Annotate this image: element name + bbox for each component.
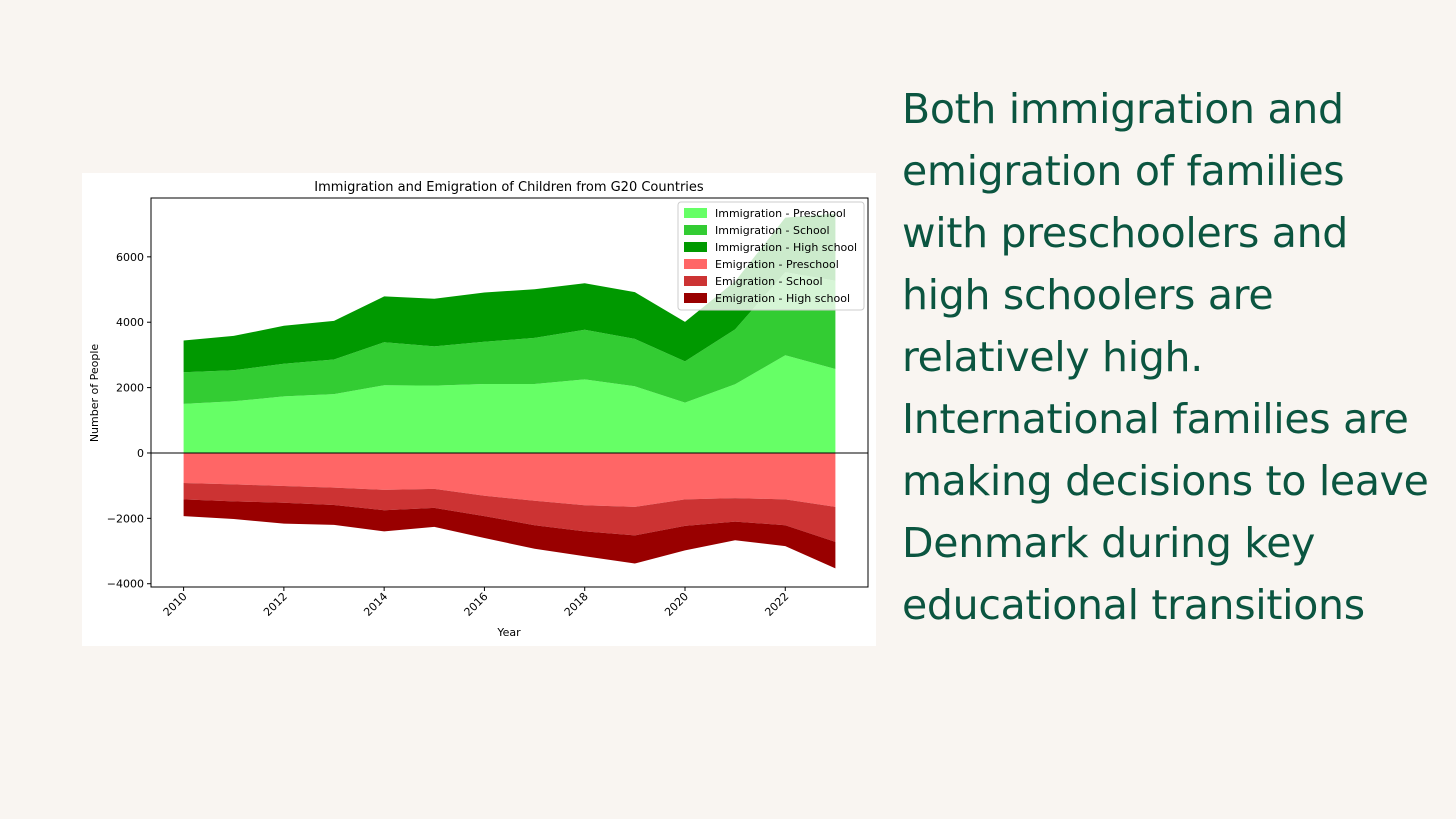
legend-swatch-emigration-preschool bbox=[684, 259, 707, 269]
x-tick-label: 2016 bbox=[462, 590, 491, 619]
legend-swatch-immigration-school bbox=[684, 225, 707, 235]
legend-swatch-emigration-high-school bbox=[684, 293, 707, 303]
x-axis-label: Year bbox=[496, 626, 521, 639]
x-tick-label: 2010 bbox=[161, 590, 190, 619]
legend-swatch-emigration-school bbox=[684, 276, 707, 286]
legend-label-immigration-school: Immigration - School bbox=[715, 224, 830, 237]
y-tick-label: 4000 bbox=[116, 316, 144, 329]
legend-swatch-immigration-high-school bbox=[684, 242, 707, 252]
legend: Immigration - Preschool Immigration - Sch… bbox=[677, 201, 865, 311]
x-tick-label: 2018 bbox=[562, 590, 591, 619]
x-tick-label: 2014 bbox=[361, 590, 390, 619]
area-emigration-preschool bbox=[183, 453, 836, 507]
x-tick-label: 2022 bbox=[762, 590, 791, 619]
slide-body-text: Both immigration and emigration of famil… bbox=[902, 85, 1429, 629]
area-immigration-high-school bbox=[183, 213, 836, 373]
plot-frame bbox=[150, 197, 869, 588]
chart-title: Immigration and Emigration of Children f… bbox=[314, 180, 704, 195]
legend-box bbox=[677, 201, 865, 311]
area-emigration-high-school bbox=[183, 499, 836, 569]
area-immigration-preschool bbox=[183, 355, 836, 453]
y-tick-label: 2000 bbox=[116, 382, 144, 395]
legend-swatch-immigration-preschool bbox=[684, 208, 707, 218]
x-tick-label: 2020 bbox=[662, 590, 691, 619]
legend-label-emigration-high-school: Emigration - High school bbox=[715, 292, 850, 305]
y-tick-label: 6000 bbox=[116, 251, 144, 264]
y-tick-label: −2000 bbox=[107, 512, 144, 525]
legend-label-immigration-preschool: Immigration - Preschool bbox=[715, 207, 846, 220]
y-tick-label: 0 bbox=[137, 447, 144, 460]
y-tick-label: −4000 bbox=[107, 578, 144, 591]
area-emigration-school bbox=[183, 483, 836, 542]
area-immigration-school bbox=[183, 272, 836, 404]
chart-panel: Immigration and Emigration of Children f… bbox=[82, 173, 876, 646]
legend-label-emigration-school: Emigration - School bbox=[715, 275, 823, 288]
legend-label-immigration-high-school: Immigration - High school bbox=[715, 241, 857, 254]
legend-label-emigration-preschool: Emigration - Preschool bbox=[715, 258, 839, 271]
x-tick-label: 2012 bbox=[261, 590, 290, 619]
area-chart: Immigration and Emigration of Children f… bbox=[88, 180, 869, 639]
y-axis-label: Number of People bbox=[88, 344, 101, 443]
